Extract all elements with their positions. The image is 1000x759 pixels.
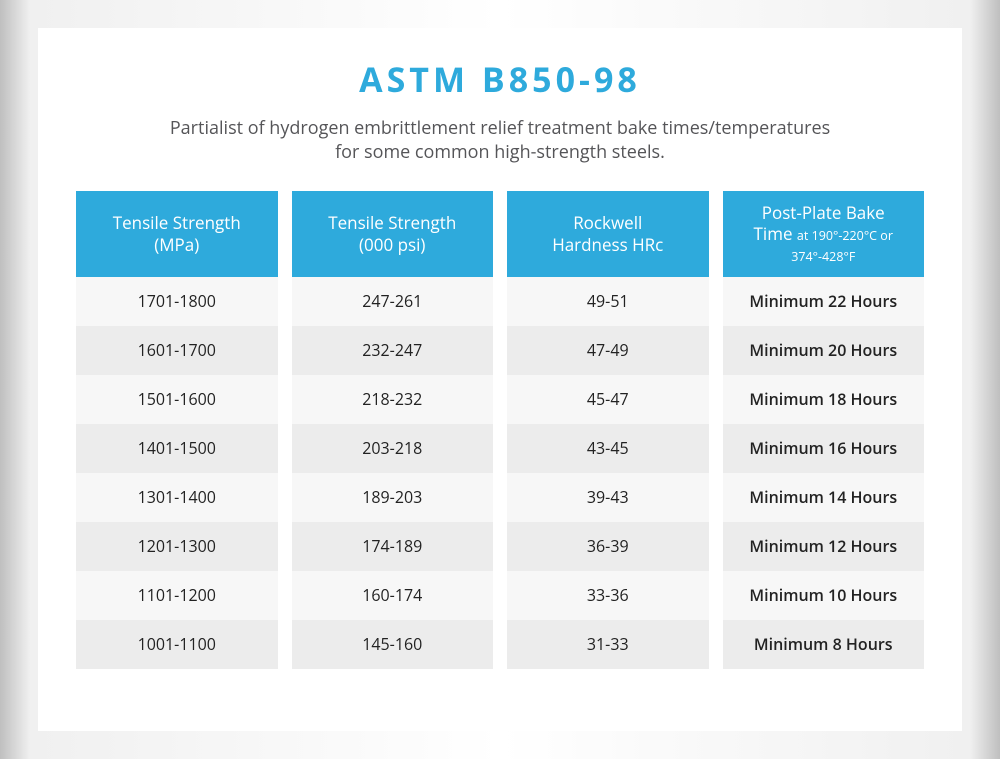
table-cell: 31-33 bbox=[507, 620, 709, 669]
table-cell: 1001-1100 bbox=[76, 620, 278, 669]
header-text-sub: at 190°-220°C or 374°-428°F bbox=[791, 227, 893, 265]
table-cell: 1201-1300 bbox=[76, 522, 278, 571]
header-text: (MPa) bbox=[154, 234, 199, 255]
table-cell: 203-218 bbox=[292, 424, 494, 473]
table-cell: 160-174 bbox=[292, 571, 494, 620]
page-subtitle: Partialist of hydrogen embrittlement rel… bbox=[76, 116, 924, 165]
table-cell: Minimum 20 Hours bbox=[723, 326, 925, 375]
header-text: Tensile Strength bbox=[328, 212, 456, 233]
subtitle-line-2: for some common high-strength steels. bbox=[335, 140, 665, 164]
header-text: Time at 190°-220°C or 374°-428°F bbox=[731, 223, 917, 266]
table-cell: 1401-1500 bbox=[76, 424, 278, 473]
header-text: Hardness HRc bbox=[552, 234, 663, 255]
table-cell: 1701-1800 bbox=[76, 277, 278, 326]
table-cell: Minimum 22 Hours bbox=[723, 277, 925, 326]
table-cell: 36-39 bbox=[507, 522, 709, 571]
subtitle-line-1: Partialist of hydrogen embrittlement rel… bbox=[170, 116, 830, 140]
header-text: Rockwell bbox=[573, 212, 642, 233]
table-cell: 33-36 bbox=[507, 571, 709, 620]
page-title: ASTM B850-98 bbox=[76, 56, 924, 102]
table-cell: 1301-1400 bbox=[76, 473, 278, 522]
column-mpa: Tensile Strength (MPa) 1701-1800 1601-17… bbox=[76, 191, 278, 669]
column-header-hrc: Rockwell Hardness HRc bbox=[507, 191, 709, 277]
table-cell: Minimum 18 Hours bbox=[723, 375, 925, 424]
table-cell: Minimum 8 Hours bbox=[723, 620, 925, 669]
header-text: (000 psi) bbox=[359, 234, 425, 255]
column-psi: Tensile Strength (000 psi) 247-261 232-2… bbox=[292, 191, 494, 669]
card: ASTM B850-98 Partialist of hydrogen embr… bbox=[38, 28, 962, 731]
column-header-psi: Tensile Strength (000 psi) bbox=[292, 191, 494, 277]
data-table: Tensile Strength (MPa) 1701-1800 1601-17… bbox=[76, 191, 924, 669]
column-header-bake: Post-Plate Bake Time at 190°-220°C or 37… bbox=[723, 191, 925, 277]
table-cell: 45-47 bbox=[507, 375, 709, 424]
table-cell: 1601-1700 bbox=[76, 326, 278, 375]
column-header-mpa: Tensile Strength (MPa) bbox=[76, 191, 278, 277]
table-cell: 145-160 bbox=[292, 620, 494, 669]
header-text: Post-Plate Bake bbox=[762, 202, 885, 223]
table-cell: Minimum 14 Hours bbox=[723, 473, 925, 522]
column-bake: Post-Plate Bake Time at 190°-220°C or 37… bbox=[723, 191, 925, 669]
table-cell: 247-261 bbox=[292, 277, 494, 326]
header-text-main: Time bbox=[754, 222, 793, 245]
table-cell: Minimum 10 Hours bbox=[723, 571, 925, 620]
table-cell: 189-203 bbox=[292, 473, 494, 522]
table-cell: 174-189 bbox=[292, 522, 494, 571]
table-cell: 47-49 bbox=[507, 326, 709, 375]
table-cell: 1101-1200 bbox=[76, 571, 278, 620]
table-cell: 39-43 bbox=[507, 473, 709, 522]
column-hrc: Rockwell Hardness HRc 49-51 47-49 45-47 … bbox=[507, 191, 709, 669]
table-cell: 1501-1600 bbox=[76, 375, 278, 424]
table-cell: 218-232 bbox=[292, 375, 494, 424]
header-text: Tensile Strength bbox=[113, 212, 241, 233]
table-cell: 49-51 bbox=[507, 277, 709, 326]
table-cell: 232-247 bbox=[292, 326, 494, 375]
table-cell: Minimum 16 Hours bbox=[723, 424, 925, 473]
table-cell: Minimum 12 Hours bbox=[723, 522, 925, 571]
table-cell: 43-45 bbox=[507, 424, 709, 473]
